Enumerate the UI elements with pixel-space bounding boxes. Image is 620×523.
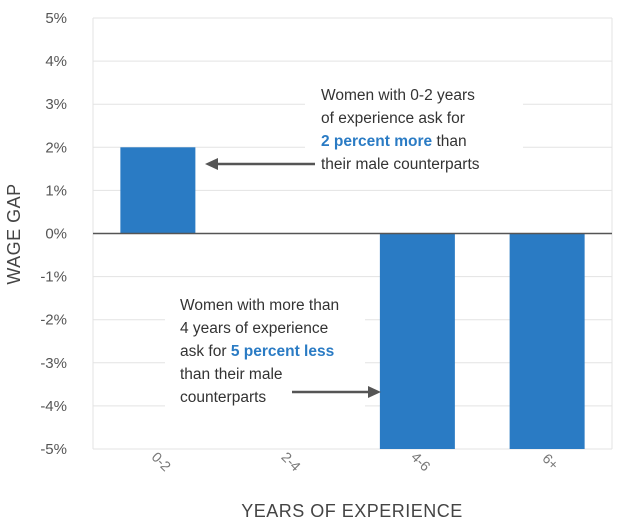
y-tick-label: -5% xyxy=(40,441,67,458)
annotation-line: 4 years of experience xyxy=(180,320,328,337)
arrow-to-bar-4-6-head xyxy=(368,386,381,398)
annotation-text: 4 years of experience xyxy=(180,320,328,337)
annotation-text: Women with 0-2 years xyxy=(321,87,475,104)
x-tick-label: 0-2 xyxy=(149,449,175,475)
annotation-text: than xyxy=(432,133,466,150)
annotation-highlight: 5 percent less xyxy=(231,343,334,360)
y-tick-label: -4% xyxy=(40,398,67,415)
bars xyxy=(120,147,585,449)
annotation-background xyxy=(165,290,365,410)
x-tick-label: 2-4 xyxy=(278,449,304,475)
annotation-line: ask for 5 percent less xyxy=(180,343,334,360)
y-tick-label: 4% xyxy=(45,53,67,70)
y-tick-label: 5% xyxy=(45,10,67,27)
annotation-text: of experience ask for xyxy=(321,110,465,127)
x-tick-label: 4-6 xyxy=(408,449,434,475)
y-tick-label: -2% xyxy=(40,312,67,329)
y-tick-label: -1% xyxy=(40,269,67,286)
y-tick-label: 2% xyxy=(45,139,67,156)
annotation-line: counterparts xyxy=(180,389,266,406)
annotation-line: Women with 0-2 years xyxy=(321,87,475,104)
arrow-to-bar-0-2-head xyxy=(205,158,218,170)
y-tick-label: -3% xyxy=(40,355,67,372)
annotation-highlight: 2 percent more xyxy=(321,133,433,150)
annotation-background xyxy=(305,80,523,180)
bar-4-6 xyxy=(379,233,455,449)
annotation-bottom: Women with more than 4 years of experienc… xyxy=(165,290,365,410)
annotations: Women with 0-2 years of experience ask fo… xyxy=(165,80,523,410)
annotation-top: Women with 0-2 years of experience ask fo… xyxy=(305,80,523,180)
x-axis-title: YEARS OF EXPERIENCE xyxy=(241,501,463,521)
annotation-line: their male counterparts xyxy=(321,156,480,173)
bar-6+ xyxy=(509,233,585,449)
annotation-line: than their male xyxy=(180,366,283,383)
annotation-text: Women with more than xyxy=(180,297,339,314)
annotation-text: their male counterparts xyxy=(321,156,480,173)
bar-0-2 xyxy=(120,147,196,234)
y-tick-labels: 5% 4% 3% 2% 1% 0% -1% -2% -3% -4% -5% xyxy=(40,10,67,458)
annotation-line: of experience ask for xyxy=(321,110,465,127)
annotation-text: ask for xyxy=(180,343,231,360)
annotation-line: 2 percent more than xyxy=(321,133,467,150)
y-axis-title: WAGE GAP xyxy=(4,183,24,284)
x-tick-labels: 0-2 2-4 4-6 6+ xyxy=(149,449,562,475)
y-tick-label: 0% xyxy=(45,226,67,243)
annotation-text: than their male xyxy=(180,366,283,383)
y-tick-label: 3% xyxy=(45,96,67,113)
x-tick-label: 6+ xyxy=(539,450,562,473)
annotation-text: counterparts xyxy=(180,389,266,406)
y-tick-label: 1% xyxy=(45,182,67,199)
annotation-line: Women with more than xyxy=(180,297,339,314)
